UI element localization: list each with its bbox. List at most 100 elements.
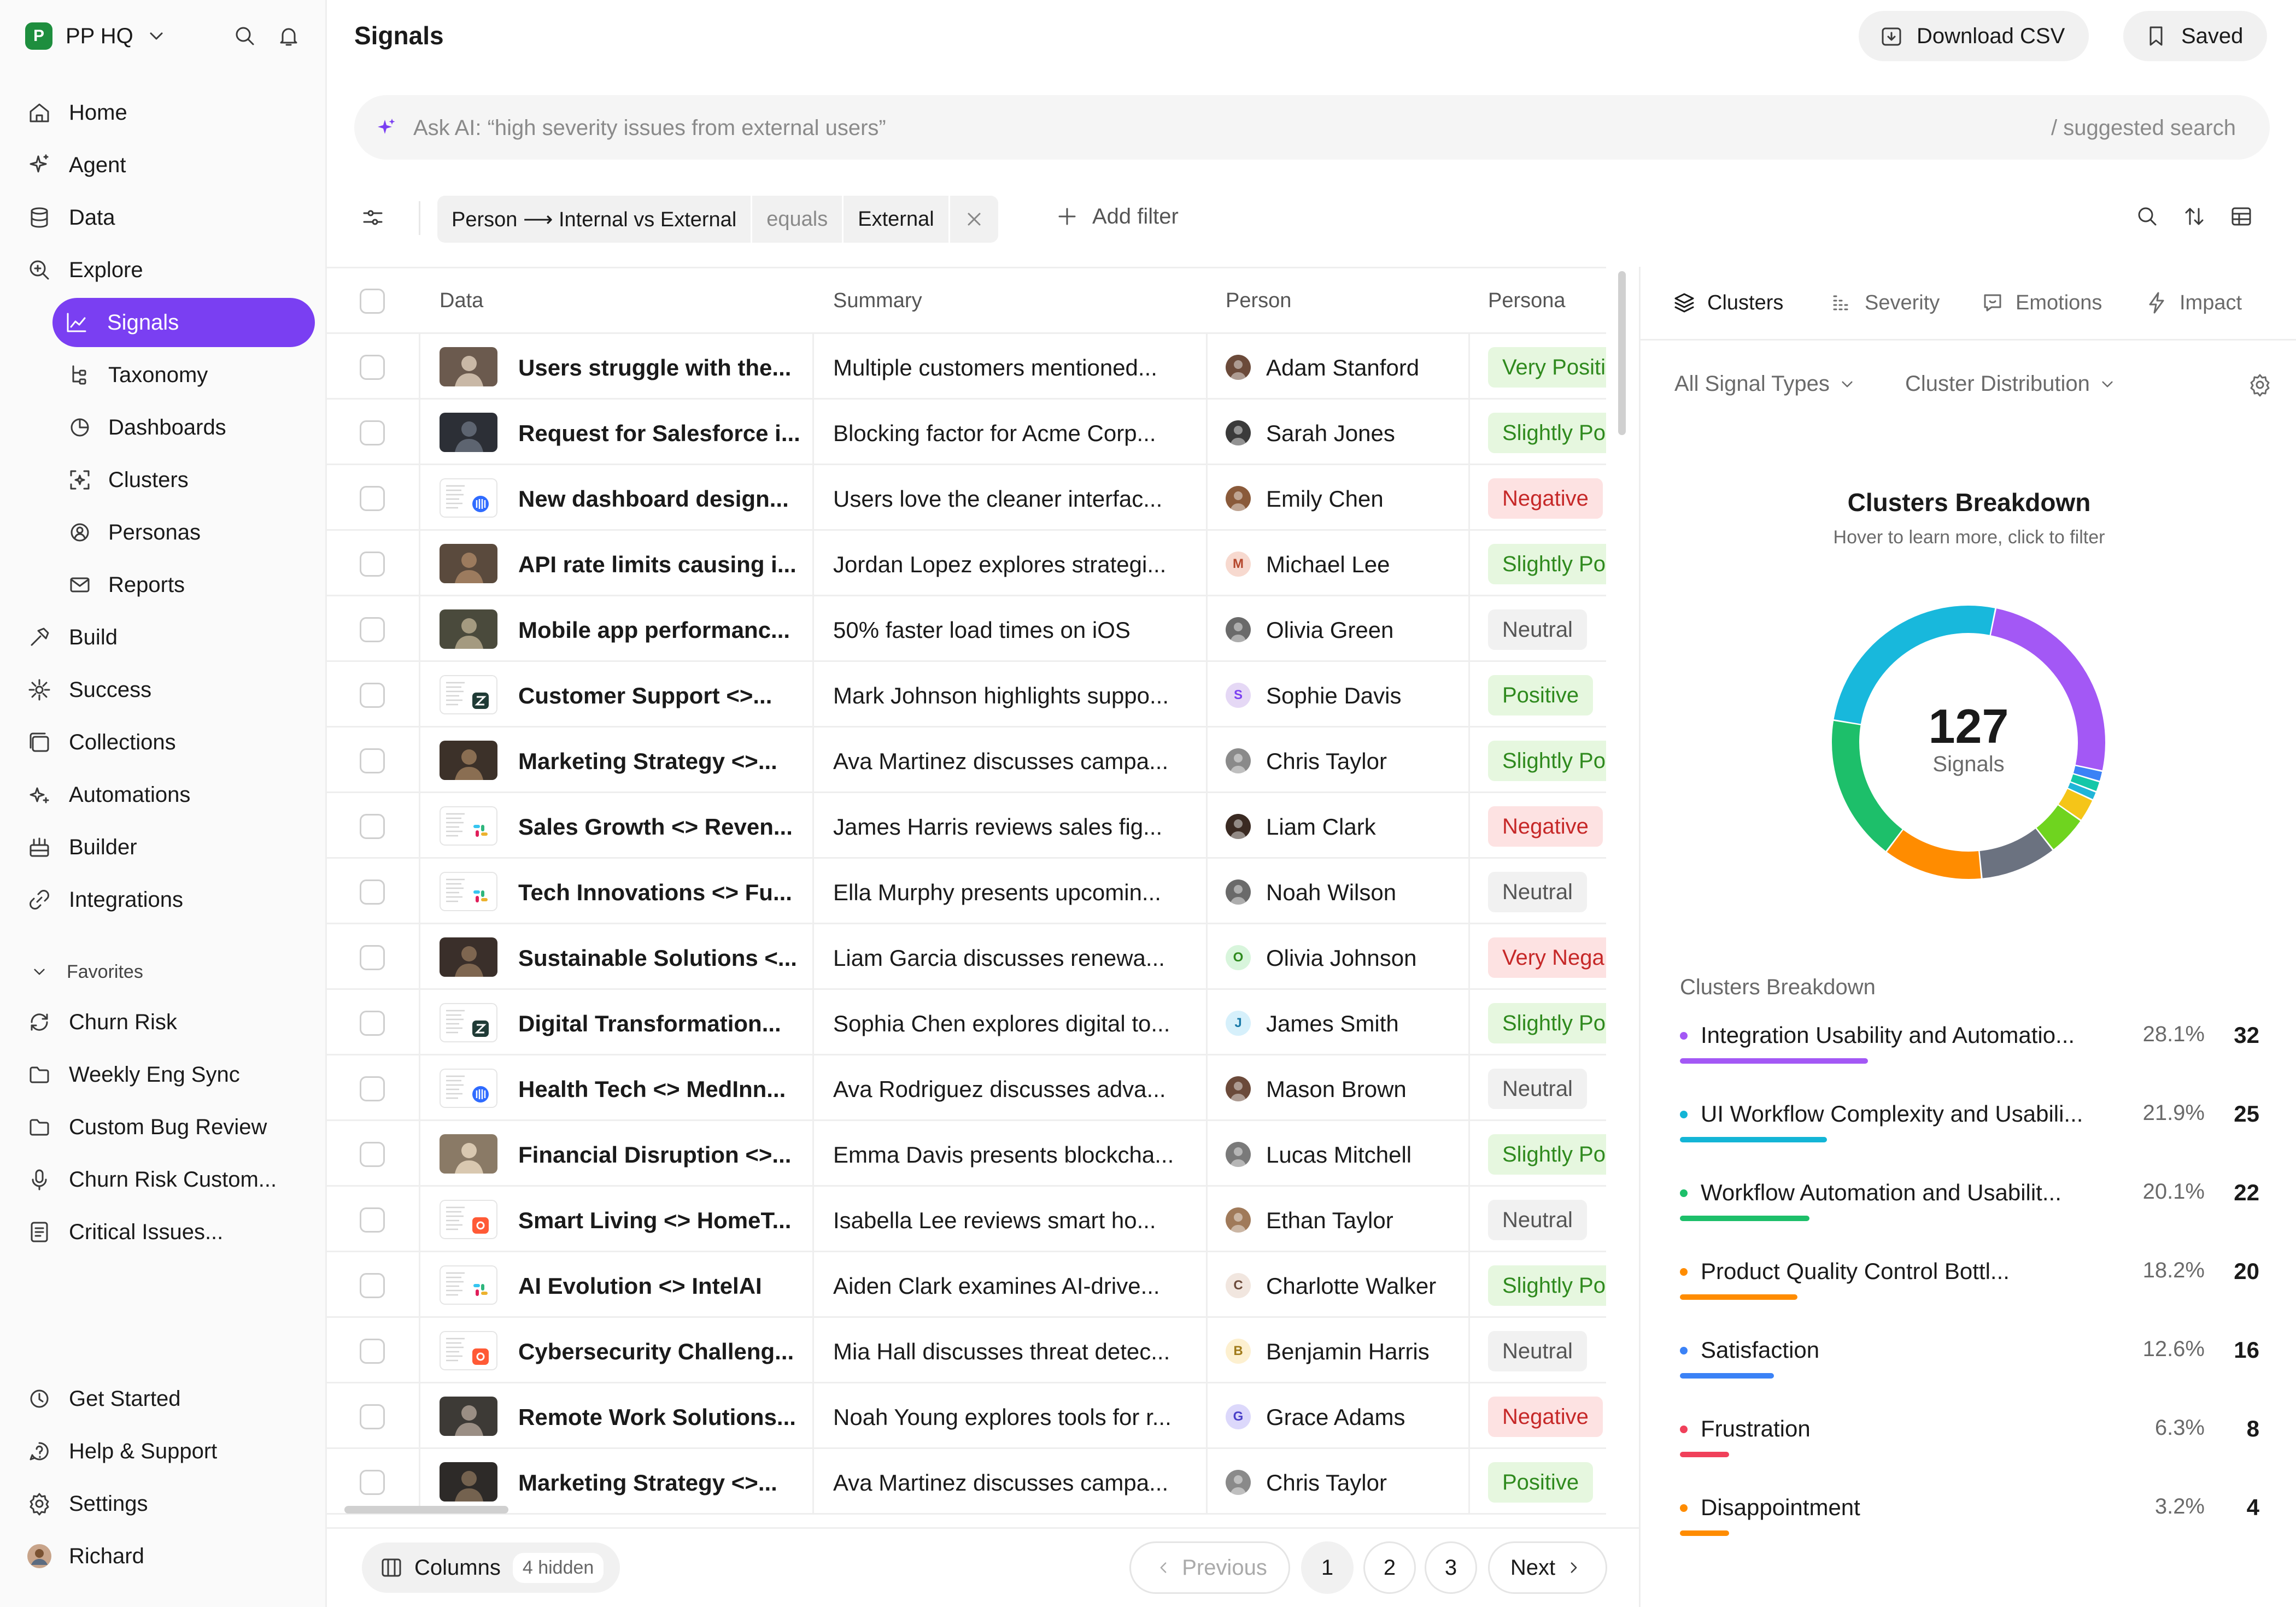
nav-signals[interactable]: Signals xyxy=(52,298,315,347)
favorite-item[interactable]: Custom Bug Review xyxy=(22,1102,315,1152)
filter-operator[interactable]: equals xyxy=(752,196,844,243)
nav-clusters[interactable]: Clusters xyxy=(22,455,315,505)
sort-button[interactable] xyxy=(2181,203,2207,230)
signal-title[interactable]: Users struggle with the... xyxy=(518,355,792,380)
tab-impact[interactable]: Impact xyxy=(2143,290,2242,316)
nav-reports[interactable]: Reports xyxy=(22,560,315,609)
signal-title[interactable]: Mobile app performanc... xyxy=(518,617,790,643)
row-checkbox[interactable] xyxy=(360,748,385,773)
horizontal-scrollbar[interactable] xyxy=(344,1506,508,1514)
cluster-list-item[interactable]: Product Quality Control Bottl... 18.2% 20 xyxy=(1680,1256,2259,1316)
signal-title[interactable]: Remote Work Solutions... xyxy=(518,1404,796,1430)
page-1-button[interactable]: 1 xyxy=(1301,1541,1354,1594)
row-checkbox[interactable] xyxy=(360,486,385,511)
person-name[interactable]: Charlotte Walker xyxy=(1266,1273,1437,1299)
signal-title[interactable]: Smart Living <> HomeT... xyxy=(518,1207,792,1233)
nav-agent[interactable]: Agent xyxy=(22,140,315,190)
favorite-item[interactable]: Critical Issues... xyxy=(22,1207,315,1257)
workspace-switcher[interactable]: P PP HQ xyxy=(25,20,169,52)
column-header-person[interactable]: Person xyxy=(1226,289,1292,312)
page-3-button[interactable]: 3 xyxy=(1425,1541,1477,1594)
table-row[interactable]: New dashboard design... Users love the cl… xyxy=(327,465,1606,531)
table-row[interactable]: Request for Salesforce i... Blocking fact… xyxy=(327,400,1606,465)
person-name[interactable]: Benjamin Harris xyxy=(1266,1339,1430,1364)
cluster-list-item[interactable]: Workflow Automation and Usabilit... 20.1%… xyxy=(1680,1177,2259,1237)
donut-segment[interactable] xyxy=(1979,829,2053,878)
row-checkbox[interactable] xyxy=(360,420,385,445)
nav-automations[interactable]: Automations xyxy=(22,770,315,819)
favorite-item[interactable]: Churn Risk xyxy=(22,998,315,1047)
tab-severity[interactable]: Severity xyxy=(1829,290,1940,316)
next-page-button[interactable]: Next xyxy=(1488,1541,1607,1594)
nav-data[interactable]: Data xyxy=(22,193,315,242)
nav-collections[interactable]: Collections xyxy=(22,718,315,767)
row-checkbox[interactable] xyxy=(360,1470,385,1495)
table-row[interactable]: Remote Work Solutions... Noah Young explo… xyxy=(327,1383,1606,1449)
person-name[interactable]: Chris Taylor xyxy=(1266,748,1387,774)
table-row[interactable]: Mobile app performanc... 50% faster load … xyxy=(327,596,1606,662)
nav-get-started[interactable]: Get Started xyxy=(22,1374,315,1423)
table-row[interactable]: Sustainable Solutions <... Liam Garcia di… xyxy=(327,924,1606,990)
signal-title[interactable]: Health Tech <> MedInn... xyxy=(518,1076,786,1102)
signal-title[interactable]: AI Evolution <> IntelAI xyxy=(518,1273,762,1299)
row-checkbox[interactable] xyxy=(360,552,385,577)
table-row[interactable]: Customer Support <>... Mark Johnson highl… xyxy=(327,662,1606,728)
table-row[interactable]: API rate limits causing i... Jordan Lopez… xyxy=(327,531,1606,596)
table-row[interactable]: Financial Disruption <>... Emma Davis pre… xyxy=(327,1121,1606,1187)
filter-chip[interactable]: Person ⟶ Internal vs External equals Ext… xyxy=(437,196,998,243)
signal-title[interactable]: API rate limits causing i... xyxy=(518,552,796,577)
row-checkbox[interactable] xyxy=(360,1142,385,1167)
person-name[interactable]: Noah Wilson xyxy=(1266,879,1397,905)
table-row[interactable]: Cybersecurity Challeng... Mia Hall discus… xyxy=(327,1318,1606,1383)
signal-title[interactable]: Sales Growth <> Reven... xyxy=(518,814,793,840)
signal-title[interactable]: Sustainable Solutions <... xyxy=(518,945,797,971)
donut-segment[interactable] xyxy=(1887,830,1981,879)
page-2-button[interactable]: 2 xyxy=(1363,1541,1416,1594)
cluster-list-item[interactable]: Frustration 6.3% 8 xyxy=(1680,1414,2259,1474)
person-name[interactable]: James Smith xyxy=(1266,1011,1399,1036)
row-checkbox[interactable] xyxy=(360,1076,385,1101)
nav-settings[interactable]: Settings xyxy=(22,1479,315,1528)
person-name[interactable]: Lucas Mitchell xyxy=(1266,1142,1412,1168)
table-row[interactable]: Sales Growth <> Reven... James Harris rev… xyxy=(327,793,1606,859)
row-checkbox[interactable] xyxy=(360,879,385,905)
person-name[interactable]: Chris Taylor xyxy=(1266,1470,1387,1495)
signal-title[interactable]: Marketing Strategy <>... xyxy=(518,1470,777,1495)
signal-title[interactable]: Digital Transformation... xyxy=(518,1011,781,1036)
person-name[interactable]: Michael Lee xyxy=(1266,552,1390,577)
nav-home[interactable]: Home xyxy=(22,88,315,137)
nav-explore[interactable]: Explore xyxy=(22,245,315,295)
column-header-summary[interactable]: Summary xyxy=(833,289,922,312)
table-row[interactable]: Users struggle with the... Multiple custo… xyxy=(327,334,1606,400)
vertical-scrollbar[interactable] xyxy=(1618,271,1626,435)
person-name[interactable]: Olivia Johnson xyxy=(1266,945,1417,971)
cluster-list-item[interactable]: Disappointment 3.2% 4 xyxy=(1680,1492,2259,1552)
nav-taxonomy[interactable]: Taxonomy xyxy=(22,350,315,400)
ai-search-bar[interactable]: Ask AI: “high severity issues from exter… xyxy=(354,95,2270,160)
row-checkbox[interactable] xyxy=(360,1404,385,1429)
person-name[interactable]: Adam Stanford xyxy=(1266,355,1420,380)
cluster-list-item[interactable]: UI Workflow Complexity and Usabili... 21.… xyxy=(1680,1099,2259,1159)
select-all-checkbox[interactable] xyxy=(360,289,385,314)
nav-personas[interactable]: Personas xyxy=(22,508,315,557)
tab-emotions[interactable]: Emotions xyxy=(1979,290,2102,316)
tab-clusters[interactable]: Clusters xyxy=(1671,290,1783,316)
donut-segment[interactable] xyxy=(1834,606,1995,724)
signal-title[interactable]: Financial Disruption <>... xyxy=(518,1142,792,1168)
favorites-toggle[interactable]: Favorites xyxy=(28,961,143,983)
previous-page-button[interactable]: Previous xyxy=(1129,1541,1290,1594)
signal-title[interactable]: Request for Salesforce i... xyxy=(518,420,800,446)
row-checkbox[interactable] xyxy=(360,683,385,708)
cluster-list-item[interactable]: Integration Usability and Automatio... 28… xyxy=(1680,1020,2259,1080)
signal-title[interactable]: New dashboard design... xyxy=(518,486,789,512)
signal-title[interactable]: Marketing Strategy <>... xyxy=(518,748,777,774)
nav-integrations[interactable]: Integrations xyxy=(22,875,315,924)
row-checkbox[interactable] xyxy=(360,814,385,839)
donut-segment[interactable] xyxy=(2067,782,2096,799)
signal-title[interactable]: Cybersecurity Challeng... xyxy=(518,1339,794,1364)
person-name[interactable]: Grace Adams xyxy=(1266,1404,1405,1430)
person-name[interactable]: Olivia Green xyxy=(1266,617,1394,643)
table-row[interactable]: AI Evolution <> IntelAI Aiden Clark exami… xyxy=(327,1252,1606,1318)
nav-build[interactable]: Build xyxy=(22,613,315,662)
donut-segment[interactable] xyxy=(2036,805,2081,849)
